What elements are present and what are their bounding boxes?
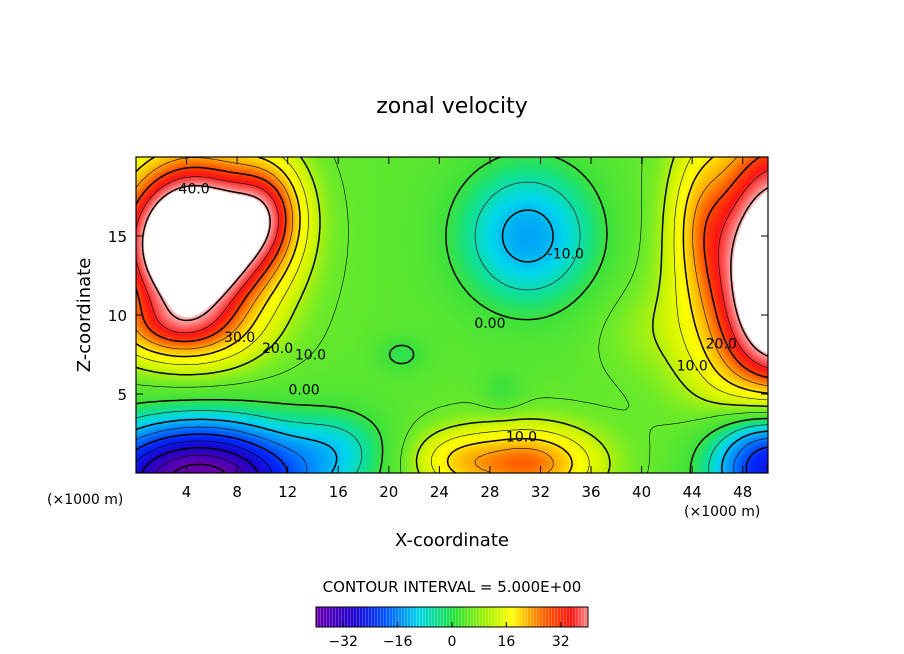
colorbar-tick-label: 32 — [552, 634, 570, 650]
contour-line — [136, 157, 768, 473]
contour-value-label: 30.0 — [224, 330, 255, 346]
colorbar-ticks: −32 −16 0 16 32 — [328, 622, 570, 650]
contour-value-label: 40.0 — [179, 182, 210, 198]
contour-line — [136, 433, 768, 473]
contour-line — [136, 157, 768, 473]
x-axis-ticks: 4 8 12 16 20 24 28 32 36 40 44 48 — [182, 157, 752, 501]
contour-value-label: 20.0 — [706, 336, 737, 352]
contour-line — [140, 447, 259, 473]
x-unit-label-left: (×1000 m) — [47, 492, 123, 508]
contour-line — [136, 157, 768, 473]
contour-line — [136, 426, 768, 473]
contour-line — [136, 157, 768, 473]
velocity-field-image — [136, 157, 768, 473]
colorbar-tick-label: 0 — [448, 634, 457, 650]
contour-line — [136, 157, 768, 473]
colorbar-tick-label: −16 — [383, 634, 413, 650]
contour-value-label: -10.0 — [548, 246, 584, 262]
x-tick-label: 32 — [531, 483, 550, 501]
x-tick-label: 8 — [232, 483, 242, 501]
x-tick-label: 36 — [581, 483, 600, 501]
x-axis-label: X-coordinate — [395, 530, 509, 551]
x-tick-label: 12 — [278, 483, 297, 501]
chart-title: zonal velocity — [376, 94, 528, 119]
x-tick-label: 28 — [480, 483, 499, 501]
plot-area: 40.030.020.0 10.00.000.00-10.010.020.010.… — [136, 157, 768, 473]
contour-value-label: 20.0 — [262, 341, 293, 357]
x-tick-label: 48 — [733, 483, 752, 501]
y-tick-label: 15 — [108, 228, 127, 246]
y-axis-label: Z-coordinate — [74, 258, 95, 373]
x-tick-label: 16 — [329, 483, 348, 501]
colorbar-tick-label: 16 — [497, 634, 515, 650]
contour-interval-text: CONTOUR INTERVAL = 5.000E+00 — [323, 578, 582, 596]
contour-value-label: 0.00 — [289, 382, 320, 398]
y-axis-ticks: 5 10 15 — [108, 228, 768, 404]
contour-line — [136, 209, 768, 473]
contour-line — [141, 184, 768, 357]
colorbar-bands — [316, 607, 588, 627]
contour-line — [172, 463, 226, 473]
y-tick-label: 10 — [108, 307, 127, 325]
y-tick-label: 5 — [117, 386, 127, 404]
contour-labels: 40.030.020.0 10.00.000.00-10.010.020.010.… — [179, 182, 737, 446]
contour-value-label: 10.0 — [677, 359, 708, 375]
contour-line — [136, 157, 768, 473]
contour-line — [136, 170, 768, 369]
x-tick-label: 20 — [379, 483, 398, 501]
x-tick-label: 44 — [683, 483, 702, 501]
contour-value-label: 10.0 — [506, 430, 537, 446]
x-unit-label-right: (×1000 m) — [684, 504, 760, 520]
contour-value-label: 0.00 — [474, 316, 505, 332]
contour-value-label: 10.0 — [295, 348, 326, 364]
colorbar: −32 −16 0 16 32 — [315, 606, 589, 650]
colorbar-tick-label: −32 — [328, 634, 358, 650]
x-tick-label: 40 — [632, 483, 651, 501]
contour-line — [136, 181, 768, 473]
x-tick-label: 4 — [182, 483, 192, 501]
x-tick-label: 24 — [430, 483, 449, 501]
contour-line — [136, 157, 768, 379]
